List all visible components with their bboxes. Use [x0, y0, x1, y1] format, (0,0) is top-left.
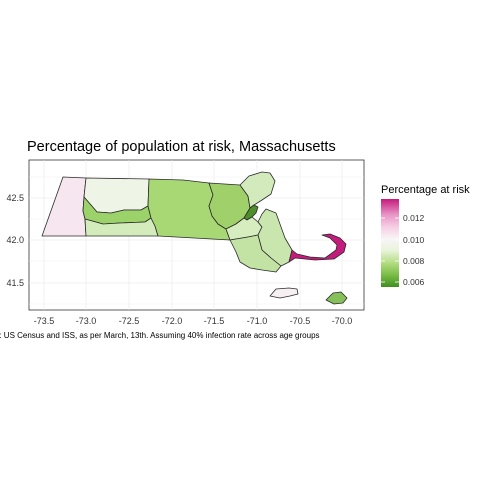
legend: Percentage at risk 0.012 0.010 0.008 0.0… [381, 184, 470, 287]
map-caption: Source: US Census and ISS, as per March,… [0, 331, 320, 340]
x-tick-label: -73.0 [76, 316, 97, 326]
county-layer [41, 171, 348, 305]
legend-tick-label: 0.010 [403, 235, 425, 245]
county-essex[interactable] [239, 171, 276, 209]
county-barnstable[interactable] [288, 233, 347, 263]
legend-colorbar [381, 199, 399, 287]
x-tick-label: -70.5 [290, 316, 311, 326]
y-tick-label: 41.5 [6, 278, 24, 288]
map-title: Percentage of population at risk, Massac… [27, 139, 336, 155]
y-tick-label: 42.0 [6, 235, 24, 245]
x-tick-label: -72.5 [119, 316, 140, 326]
x-tick-label: -72.0 [162, 316, 183, 326]
county-bristol[interactable] [229, 234, 282, 273]
x-tick-label: -70.0 [332, 316, 353, 326]
legend-title: Percentage at risk [381, 184, 470, 196]
legend-tick-label: 0.008 [403, 256, 425, 266]
x-axis: -73.5 -73.0 -72.5 -72.0 -71.5 -71.0 -70.… [34, 316, 353, 326]
x-tick-label: -73.5 [34, 316, 55, 326]
y-tick-label: 42.5 [6, 193, 24, 203]
legend-tick-label: 0.012 [403, 213, 425, 223]
x-tick-label: -71.5 [204, 316, 225, 326]
county-dukes[interactable] [269, 287, 299, 299]
y-axis: 42.5 42.0 41.5 [6, 193, 24, 288]
x-tick-label: -71.0 [247, 316, 268, 326]
legend-tick-label: 0.006 [403, 277, 425, 287]
county-nantucket[interactable] [325, 291, 348, 305]
